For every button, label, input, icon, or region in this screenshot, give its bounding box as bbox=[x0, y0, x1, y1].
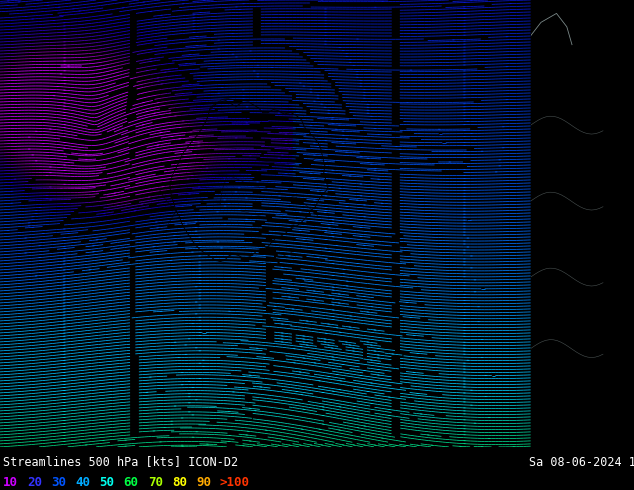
Text: 90: 90 bbox=[196, 476, 211, 489]
Text: Streamlines 500 hPa [kts] ICON-D2: Streamlines 500 hPa [kts] ICON-D2 bbox=[3, 456, 238, 468]
Text: 80: 80 bbox=[172, 476, 187, 489]
Text: >100: >100 bbox=[220, 476, 250, 489]
Text: 30: 30 bbox=[51, 476, 67, 489]
Text: 20: 20 bbox=[27, 476, 42, 489]
Text: 70: 70 bbox=[148, 476, 163, 489]
Text: 50: 50 bbox=[100, 476, 115, 489]
Text: Sa 08-06-2024 12:00 UTC (03+33): Sa 08-06-2024 12:00 UTC (03+33) bbox=[529, 456, 634, 468]
Text: 60: 60 bbox=[124, 476, 139, 489]
Text: 40: 40 bbox=[75, 476, 91, 489]
Text: 10: 10 bbox=[3, 476, 18, 489]
